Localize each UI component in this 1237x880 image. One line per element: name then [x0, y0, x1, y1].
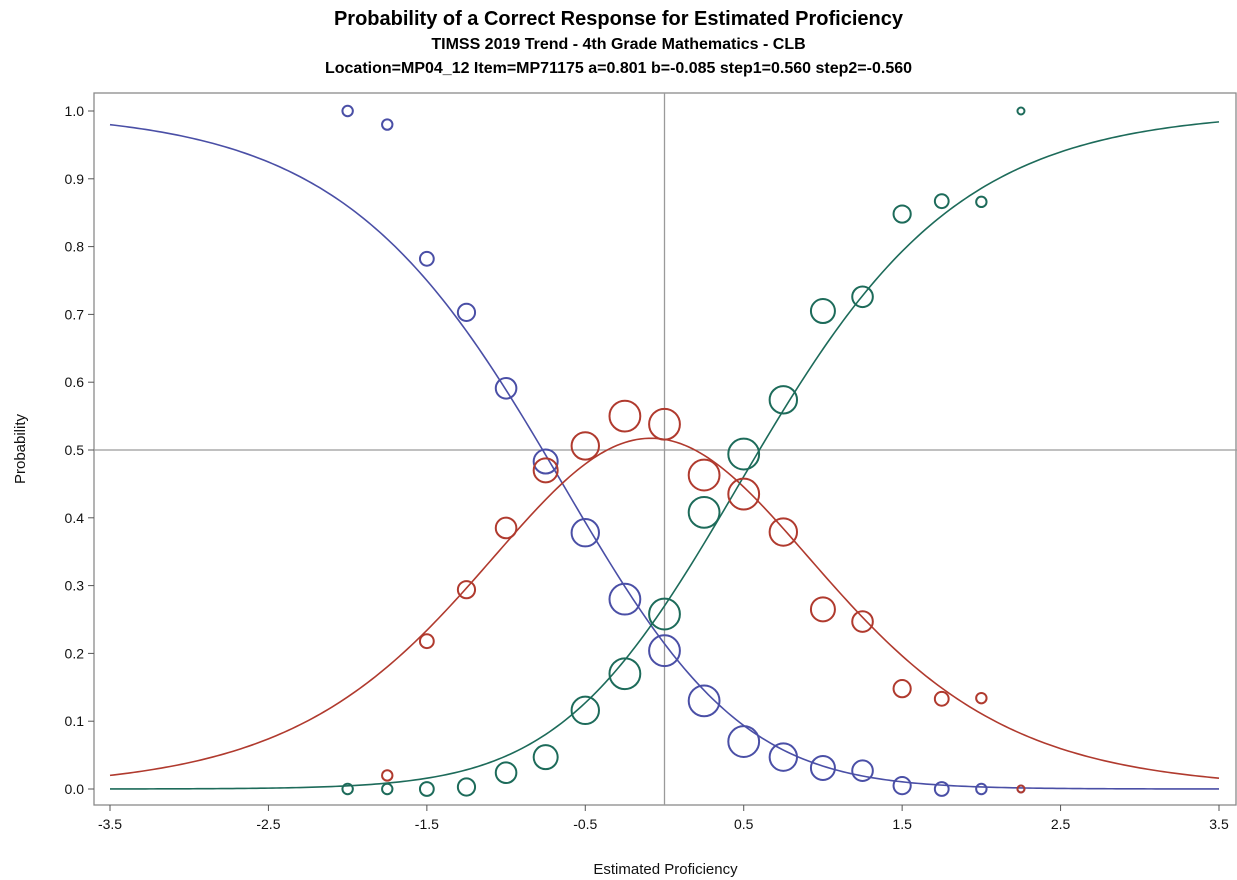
x-tick-label: 1.5: [892, 816, 912, 832]
x-tick-label: -1.5: [415, 816, 439, 832]
y-tick-label: 0.2: [65, 645, 85, 661]
data-point-category-0: [456, 302, 477, 322]
x-tick-label: 0.5: [734, 816, 754, 832]
data-point-category-1: [608, 399, 642, 433]
data-point-category-2: [975, 195, 988, 209]
data-point-category-1: [456, 580, 477, 600]
x-tick-label: -2.5: [256, 816, 280, 832]
data-point-category-2: [456, 777, 477, 797]
y-tick-label: 0.9: [65, 171, 85, 187]
data-point-category-1: [1016, 784, 1026, 794]
data-point-category-0: [494, 377, 518, 400]
data-point-category-1: [648, 407, 681, 441]
data-point-category-0: [418, 250, 435, 267]
y-tick-label: 1.0: [65, 103, 85, 119]
data-point-category-2: [648, 597, 681, 631]
data-point-category-2: [341, 782, 354, 796]
data-point-category-2: [418, 781, 435, 797]
x-axis-label: Estimated Proficiency: [593, 861, 738, 878]
x-tick-label: -3.5: [98, 816, 122, 832]
y-tick-label: 0.4: [65, 510, 85, 526]
y-tick-label: 0.8: [65, 239, 85, 255]
curve-category-0: [109, 123, 1219, 790]
data-point-category-0: [809, 754, 836, 781]
data-point-category-1: [532, 457, 559, 484]
y-tick-label: 0.0: [65, 781, 85, 797]
data-point-category-1: [570, 431, 600, 461]
chart-title: Probability of a Correct Response for Es…: [333, 8, 904, 30]
data-point-category-2: [687, 495, 721, 529]
data-point-category-1: [851, 610, 874, 633]
data-point-category-1: [727, 477, 761, 511]
data-point-category-2: [933, 193, 950, 210]
data-point-category-1: [381, 769, 394, 782]
y-tick-label: 0.7: [65, 306, 85, 322]
x-tick-label: 3.5: [1209, 816, 1229, 832]
curve-category-2: [110, 121, 1220, 790]
data-point-category-1: [809, 596, 836, 623]
data-point-category-1: [933, 690, 950, 707]
data-point-category-2: [809, 298, 836, 325]
y-tick-label: 0.3: [65, 578, 85, 594]
data-point-category-1: [768, 517, 799, 547]
data-point-category-2: [608, 657, 642, 691]
data-point-category-1: [892, 679, 912, 699]
data-point-category-2: [768, 385, 799, 415]
data-point-category-0: [532, 448, 559, 475]
data-point-category-0: [975, 782, 988, 796]
data-point-category-0: [687, 684, 721, 718]
data-point-category-2: [727, 437, 761, 471]
y-axis-label: Probability: [12, 413, 29, 484]
data-point-category-1: [494, 516, 518, 540]
data-point-category-0: [341, 104, 354, 118]
chart-subtitle: TIMSS 2019 Trend - 4th Grade Mathematics…: [431, 36, 806, 53]
data-point-category-0: [608, 582, 642, 616]
data-point-category-0: [648, 634, 681, 668]
data-point-category-0: [570, 518, 600, 548]
data-point-category-0: [933, 781, 950, 797]
data-point-category-0: [851, 759, 874, 782]
y-tick-label: 0.5: [65, 442, 85, 458]
data-point-category-0: [892, 776, 912, 796]
data-point-category-1: [418, 633, 435, 650]
data-point-category-2: [851, 285, 874, 309]
y-tick-label: 0.6: [65, 374, 85, 390]
data-point-category-0: [727, 725, 761, 758]
data-point-category-2: [892, 204, 912, 224]
chart-item-parameters: Location=MP04_12 Item=MP71175 a=0.801 b=…: [324, 60, 913, 77]
data-point-category-2: [381, 782, 394, 796]
data-point-category-1: [975, 691, 988, 705]
data-point-category-2: [494, 761, 518, 785]
data-point-category-0: [381, 118, 394, 131]
data-point-category-1: [687, 458, 721, 492]
data-point-category-2: [1016, 106, 1026, 116]
y-tick-label: 0.1: [65, 713, 85, 729]
x-tick-label: -0.5: [573, 816, 597, 832]
data-point-category-2: [532, 744, 559, 771]
x-tick-label: 2.5: [1051, 816, 1071, 832]
data-point-category-2: [570, 695, 600, 726]
data-point-category-0: [768, 742, 799, 772]
